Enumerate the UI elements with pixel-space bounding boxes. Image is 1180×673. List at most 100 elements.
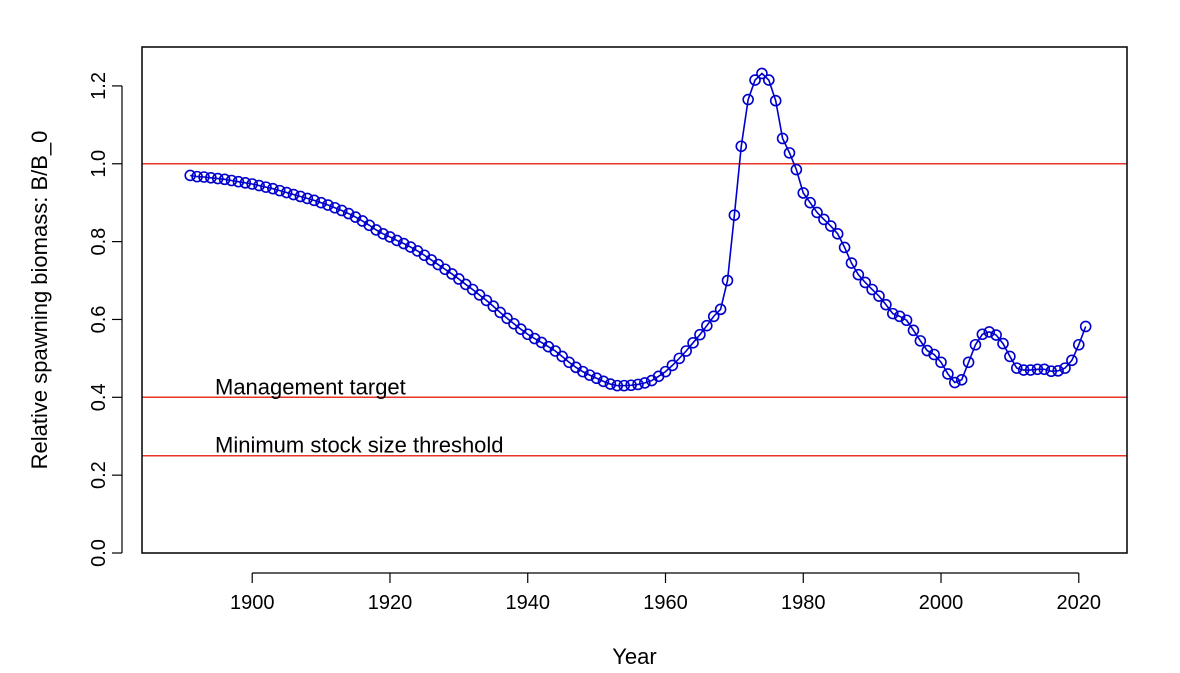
- x-tick-label-4: 1980: [781, 592, 826, 614]
- data-point-1935: [487, 300, 500, 313]
- data-point-1922: [397, 237, 410, 250]
- data-point-1987: [845, 257, 858, 269]
- y-tick-label-5: 1.0: [88, 150, 110, 178]
- data-point-1891: [184, 169, 197, 182]
- x-tick-label-0: 1900: [230, 592, 275, 614]
- data-point-1988: [852, 268, 865, 281]
- reference-labels: Management target Minimum stock size thre…: [215, 374, 504, 457]
- data-point-1948: [577, 365, 589, 378]
- data-point-1985: [831, 228, 844, 240]
- data-point-1973: [749, 74, 761, 86]
- data-point-2011: [1010, 362, 1023, 374]
- data-point-1902: [260, 181, 272, 193]
- data-point-1952: [604, 378, 617, 390]
- data-point-1969: [721, 274, 734, 287]
- data-point-1899: [239, 177, 252, 189]
- data-point-2015: [1038, 363, 1051, 376]
- data-point-2006: [976, 328, 989, 341]
- data-point-1911: [322, 199, 334, 211]
- data-point-1990: [866, 283, 878, 296]
- data-point-2012: [1017, 364, 1030, 376]
- data-point-1912: [329, 201, 341, 214]
- data-point-1961: [666, 359, 679, 372]
- x-tick-label-1: 1920: [368, 592, 413, 614]
- data-point-2010: [1004, 350, 1016, 363]
- data-point-1979: [790, 163, 803, 176]
- data-point-1991: [873, 290, 885, 302]
- data-point-1945: [556, 350, 568, 363]
- data-point-1971: [735, 140, 748, 153]
- data-point-1996: [907, 324, 920, 337]
- data-point-1966: [701, 319, 713, 332]
- y-tick-label-6: 1.2: [88, 72, 110, 100]
- data-point-1981: [804, 196, 816, 209]
- data-point-1950: [590, 372, 603, 385]
- x-tick-label-3: 1960: [643, 592, 688, 614]
- data-point-2002: [948, 376, 961, 389]
- data-point-1970: [728, 209, 741, 221]
- data-point-1949: [583, 369, 596, 381]
- data-point-2004: [962, 356, 975, 369]
- data-point-2016: [1045, 365, 1058, 378]
- y-axis: 0.0 0.2 0.4 0.6 0.8 1.0 1.2: [88, 72, 123, 567]
- data-point-1974: [756, 67, 768, 80]
- x-axis: 1900 1920 1940 1960 1980 2000 2020: [230, 572, 1101, 614]
- data-point-1893: [198, 171, 210, 183]
- data-point-1907: [294, 190, 307, 203]
- x-axis-title: Year: [612, 644, 656, 669]
- data-point-1989: [859, 276, 872, 289]
- data-point-2017: [1052, 365, 1064, 377]
- data-point-1896: [218, 173, 231, 186]
- data-point-1954: [618, 379, 630, 392]
- data-point-1913: [335, 204, 348, 217]
- data-point-2008: [990, 329, 1002, 341]
- data-point-1964: [687, 337, 699, 349]
- data-point-1894: [205, 171, 217, 184]
- data-point-2019: [1066, 354, 1078, 367]
- data-point-1906: [287, 188, 300, 201]
- data-point-2013: [1024, 364, 1037, 376]
- data-point-1919: [377, 228, 389, 240]
- data-point-1892: [191, 170, 203, 183]
- data-point-1975: [763, 74, 775, 86]
- plot-frame: [141, 46, 1128, 554]
- data-point-2018: [1059, 362, 1071, 374]
- data-point-1909: [308, 194, 321, 207]
- data-point-1955: [625, 379, 637, 392]
- data-point-2021: [1079, 320, 1092, 333]
- data-point-2009: [997, 337, 1009, 350]
- data-point-1997: [914, 335, 927, 347]
- data-point-1978: [783, 147, 796, 159]
- data-point-1962: [673, 352, 686, 365]
- data-point-1992: [880, 298, 892, 311]
- x-tick-label-5: 2000: [919, 592, 964, 614]
- data-point-1957: [639, 377, 651, 389]
- data-point-2007: [983, 326, 996, 338]
- y-tick-label-2: 0.4: [88, 383, 110, 411]
- y-tick-label-3: 0.6: [88, 306, 110, 334]
- data-point-1967: [707, 310, 720, 323]
- data-point-1898: [232, 175, 245, 188]
- data-point-1903: [267, 182, 279, 195]
- data-point-1976: [769, 94, 782, 107]
- data-point-1983: [818, 213, 830, 226]
- data-point-1914: [342, 207, 355, 220]
- data-point-1936: [494, 306, 506, 319]
- data-point-2003: [955, 373, 968, 386]
- data-point-1968: [714, 303, 727, 316]
- data-point-1897: [225, 174, 238, 187]
- y-tick-label-4: 0.8: [88, 228, 110, 256]
- data-point-1900: [246, 178, 259, 190]
- data-point-1904: [273, 184, 286, 197]
- data-point-1977: [776, 132, 789, 145]
- data-point-2014: [1031, 363, 1044, 376]
- data-point-1960: [659, 365, 672, 378]
- x-tick-label-2: 1940: [505, 592, 550, 614]
- data-point-1905: [280, 186, 293, 199]
- data-point-1910: [315, 196, 327, 209]
- data-point-1920: [384, 231, 396, 243]
- data-point-1984: [825, 220, 837, 232]
- data-point-2020: [1072, 338, 1085, 351]
- data-point-1963: [680, 345, 692, 357]
